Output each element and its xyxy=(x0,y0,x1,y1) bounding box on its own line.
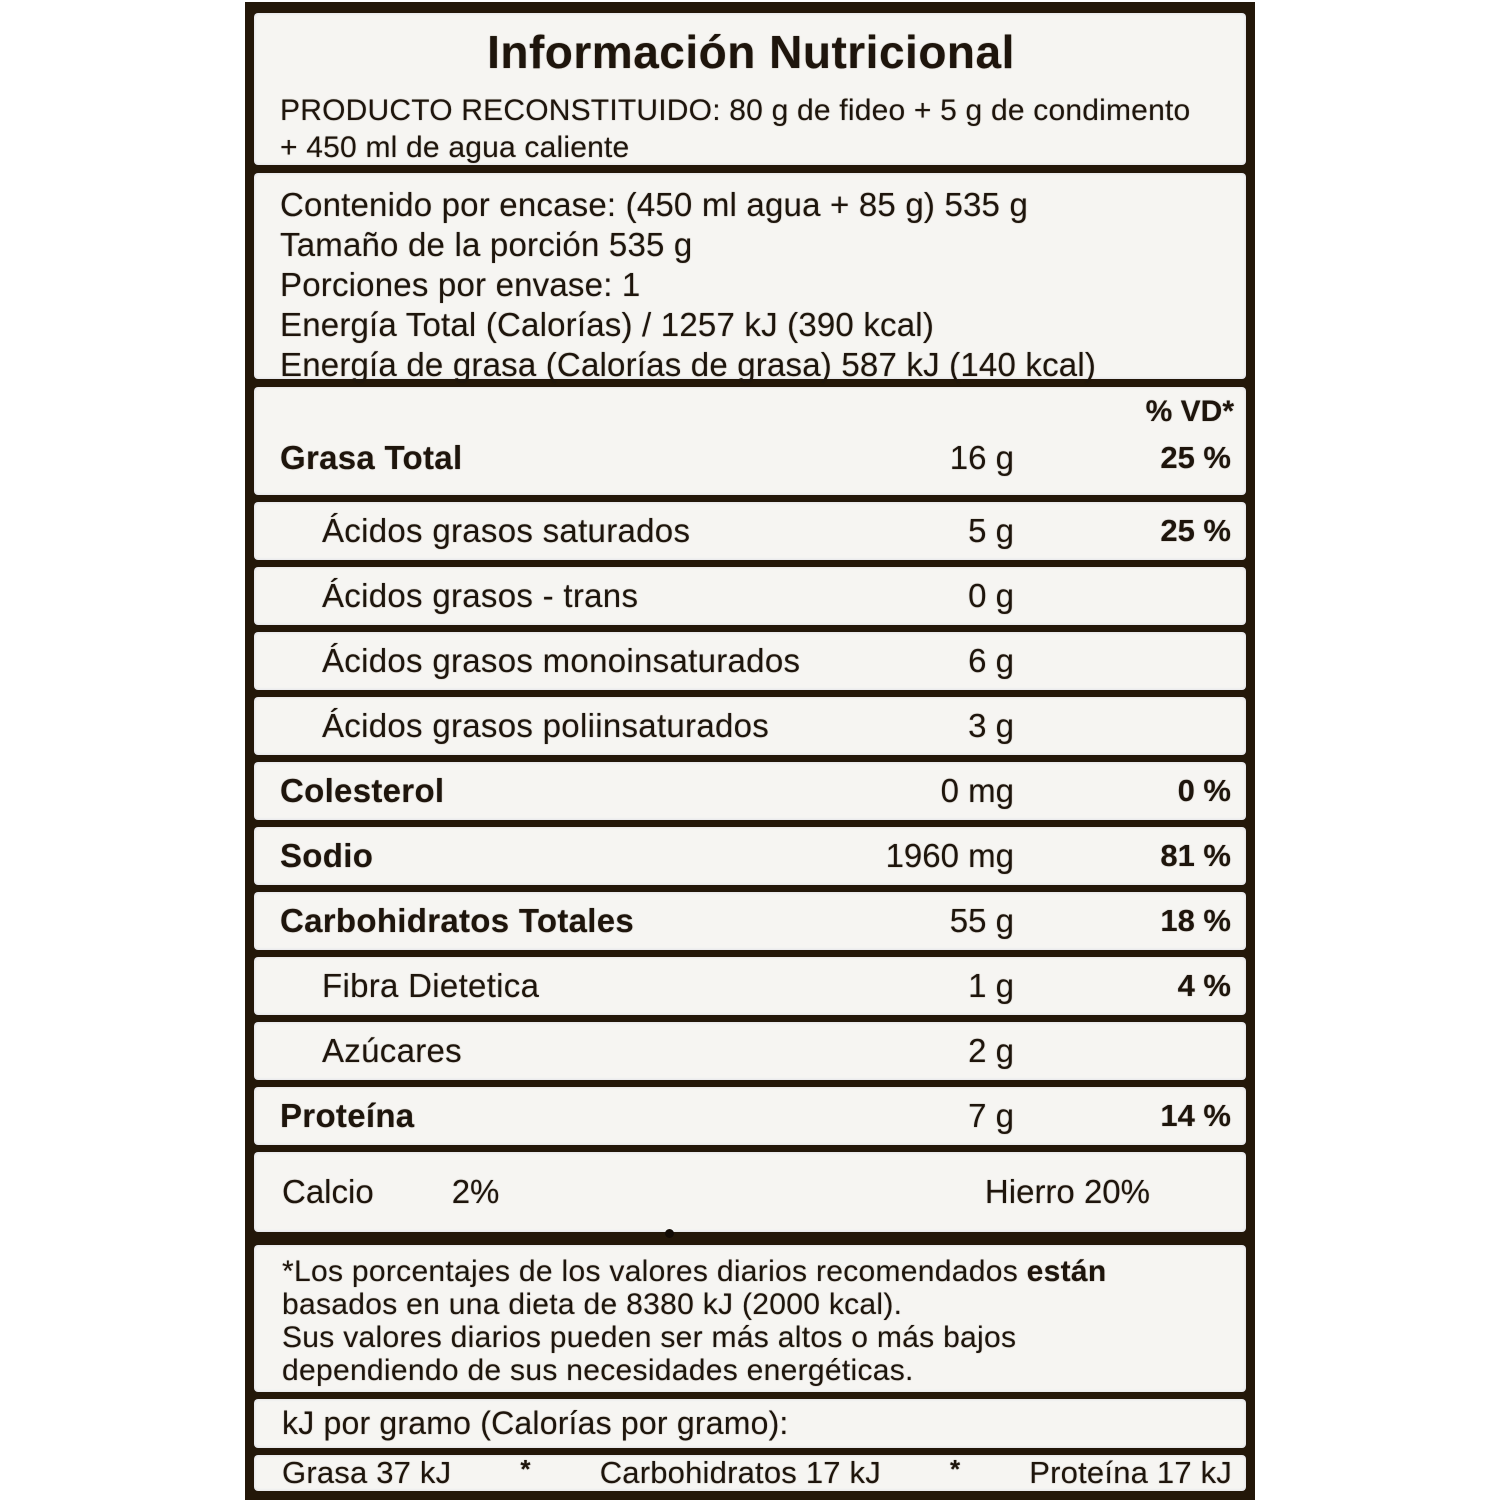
kj-per-gram-heading: kJ por gramo (Calorías por gramo): xyxy=(282,1405,789,1441)
calcium-label: Calcio xyxy=(282,1173,374,1210)
nutrient-daily-value: 25 % xyxy=(1160,513,1231,548)
nutrient-amount: 3 g xyxy=(968,707,1014,744)
nutrient-amount: 7 g xyxy=(968,1097,1014,1134)
separator-asterisk: * xyxy=(949,1453,961,1484)
nutrient-label: Sodio xyxy=(280,837,374,874)
fat-kj-per-gram: Grasa 37 kJ xyxy=(282,1455,452,1490)
daily-value-column-header: % VD* xyxy=(1145,395,1234,428)
nutrient-daily-value: 25 % xyxy=(1160,440,1231,475)
content-per-package: Contenido por encase: (450 ml agua + 85 … xyxy=(280,186,1029,223)
nutrient-daily-value: 4 % xyxy=(1177,968,1231,1003)
nutrient-label: Ácidos grasos - trans xyxy=(322,577,639,614)
fat-energy: Energía de grasa (Calorías de grasa) 587… xyxy=(280,346,1097,383)
footnote-line-1: *Los porcentajes de los valores diarios … xyxy=(282,1255,1107,1288)
footnote-section: *Los porcentajes de los valores diarios … xyxy=(254,1245,1246,1392)
nutrient-amount: 1960 mg xyxy=(885,837,1014,874)
nutrient-label: Azúcares xyxy=(322,1032,462,1069)
nutrient-amount: 55 g xyxy=(949,902,1014,939)
nutrition-facts-panel: Información Nutricional PRODUCTO RECONST… xyxy=(245,2,1255,1500)
serving-size: Tamaño de la porción 535 g xyxy=(280,226,693,263)
nutrient-label: Colesterol xyxy=(280,772,445,809)
table-row: Grasa Total 16 g 25 % xyxy=(254,429,1246,487)
servings-per-package: Porciones por envase: 1 xyxy=(280,266,641,303)
table-row: Proteína 7 g 14 % xyxy=(254,1087,1246,1145)
nutrient-label: Ácidos grasos monoinsaturados xyxy=(322,642,801,679)
print-dot-artifact xyxy=(665,1229,674,1238)
footnote-line-3: Sus valores diarios pueden ser más altos… xyxy=(282,1321,1017,1354)
nutrient-label: Ácidos grasos poliinsaturados xyxy=(322,707,770,744)
table-row: Fibra Dietetica 1 g 4 % xyxy=(254,957,1246,1015)
nutrient-daily-value: 81 % xyxy=(1160,838,1231,873)
table-row: Carbohidratos Totales 55 g 18 % xyxy=(254,892,1246,950)
table-row: Ácidos grasos saturados 5 g 25 % xyxy=(254,502,1246,560)
table-row: Colesterol 0 mg 0 % xyxy=(254,762,1246,820)
protein-kj-per-gram: Proteína 17 kJ xyxy=(1029,1455,1232,1490)
nutrient-amount: 5 g xyxy=(968,512,1014,549)
table-row: Ácidos grasos - trans 0 g xyxy=(254,567,1246,625)
total-energy: Energía Total (Calorías) / 1257 kJ (390 … xyxy=(280,306,935,343)
separator-asterisk: * xyxy=(520,1453,531,1484)
nutrient-amount: 0 g xyxy=(968,577,1014,614)
nutrient-amount: 6 g xyxy=(968,642,1014,679)
nutrient-daily-value: 14 % xyxy=(1160,1098,1231,1133)
table-row: Azúcares 2 g xyxy=(254,1022,1246,1080)
reconstituted-line-1: PRODUCTO RECONSTITUIDO: 80 g de fideo + … xyxy=(280,94,1191,127)
kj-per-gram-values-row: Grasa 37 kJ * Carbohidratos 17 kJ * Prot… xyxy=(254,1453,1246,1491)
nutrient-daily-value: 18 % xyxy=(1160,903,1231,938)
reconstituted-product-text: PRODUCTO RECONSTITUIDO: 80 g de fideo + … xyxy=(280,92,1222,166)
table-row: Sodio 1960 mg 81 % xyxy=(254,827,1246,885)
kj-per-gram-heading-row: kJ por gramo (Calorías por gramo): xyxy=(254,1399,1246,1448)
footnote-line-4: dependiendo de sus necesidades energétic… xyxy=(282,1354,914,1387)
nutrient-label: Grasa Total xyxy=(280,439,463,476)
nutrient-label: Ácidos grasos saturados xyxy=(322,512,691,549)
iron-value: Hierro 20% xyxy=(984,1173,1150,1210)
footnote-line-2: basados en una dieta de 8380 kJ (2000 kc… xyxy=(282,1288,903,1321)
nutrient-amount: 16 g xyxy=(949,439,1014,476)
nutrient-label: Proteína xyxy=(280,1097,415,1134)
nutrient-amount: 0 mg xyxy=(940,772,1014,809)
nutrient-label: Carbohidratos Totales xyxy=(280,902,635,939)
table-row: Ácidos grasos poliinsaturados 3 g xyxy=(254,697,1246,755)
minerals-row: Calcio 2% Hierro 20% xyxy=(254,1152,1246,1232)
serving-info-section: Contenido por encase: (450 ml agua + 85 … xyxy=(254,173,1246,383)
footnote-bold-word: están xyxy=(1026,1255,1107,1288)
carbs-kj-per-gram: Carbohidratos 17 kJ xyxy=(599,1455,881,1490)
calcium-value: 2% xyxy=(451,1173,500,1210)
nutrient-amount: 2 g xyxy=(968,1032,1014,1069)
nutrient-daily-value: 0 % xyxy=(1177,773,1231,808)
daily-value-header-section: % VD* Grasa Total 16 g 25 % xyxy=(254,387,1246,495)
nutrient-label: Fibra Dietetica xyxy=(322,967,540,1004)
panel-title: Información Nutricional xyxy=(487,26,1015,78)
table-row: Ácidos grasos monoinsaturados 6 g xyxy=(254,632,1246,690)
reconstituted-line-2: + 450 ml de agua caliente xyxy=(280,131,630,164)
nutrient-amount: 1 g xyxy=(968,967,1014,1004)
header-section: Información Nutricional PRODUCTO RECONST… xyxy=(254,13,1246,165)
